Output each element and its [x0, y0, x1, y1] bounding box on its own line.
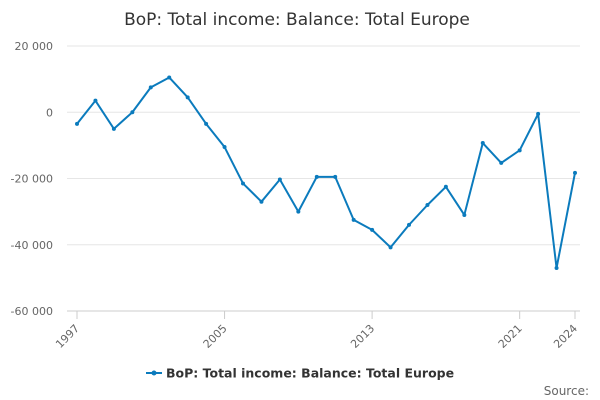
y-gridlines: [67, 45, 580, 312]
source-credit[interactable]: Source:: [544, 384, 589, 398]
x-tick-label: 2013: [348, 322, 377, 351]
data-point[interactable]: [75, 121, 79, 126]
series-line[interactable]: [76, 76, 576, 269]
data-point[interactable]: [351, 217, 356, 222]
data-point[interactable]: [425, 203, 430, 207]
data-point[interactable]: [93, 98, 98, 103]
x-axis: 1997 2005 2013 2021 2024: [53, 310, 580, 351]
data-point[interactable]: [148, 85, 153, 90]
data-point[interactable]: [517, 148, 522, 153]
x-tick-label: 1997: [53, 322, 82, 351]
data-point[interactable]: [314, 174, 319, 179]
series-group: [75, 75, 577, 270]
data-point[interactable]: [388, 245, 393, 250]
data-point[interactable]: [241, 181, 245, 186]
data-point[interactable]: [259, 199, 264, 204]
data-point[interactable]: [443, 184, 448, 189]
data-point[interactable]: [222, 145, 227, 150]
y-axis: 20 000 0 -20 000 -40 000 -60 000: [11, 40, 53, 318]
data-point[interactable]: [111, 126, 116, 131]
x-tick-label: 2005: [201, 322, 230, 351]
data-point[interactable]: [296, 209, 301, 214]
y-tick-label: -20 000: [11, 173, 53, 186]
x-tick-label: 2024: [551, 322, 580, 351]
y-tick-label: 0: [46, 106, 53, 119]
data-point[interactable]: [554, 265, 559, 270]
data-point[interactable]: [462, 212, 467, 217]
legend[interactable]: BoP: Total income: Balance: Total Europe: [146, 366, 454, 381]
data-point[interactable]: [277, 177, 282, 182]
data-point[interactable]: [370, 227, 375, 232]
chart-title: BoP: Total income: Balance: Total Europe: [124, 10, 470, 30]
legend-label[interactable]: BoP: Total income: Balance: Total Europe: [166, 366, 454, 381]
data-point[interactable]: [573, 170, 577, 175]
data-point[interactable]: [130, 110, 135, 115]
data-point[interactable]: [333, 174, 338, 179]
data-point[interactable]: [536, 111, 541, 116]
y-tick-label: 20 000: [15, 40, 54, 53]
data-point[interactable]: [167, 75, 172, 80]
legend-marker[interactable]: [151, 370, 157, 376]
y-tick-label: -40 000: [11, 239, 53, 252]
data-point[interactable]: [185, 95, 190, 100]
data-point[interactable]: [499, 160, 504, 165]
y-tick-label: -60 000: [11, 305, 53, 318]
data-point[interactable]: [204, 121, 209, 126]
data-point[interactable]: [407, 222, 411, 227]
x-tick-label: 2021: [496, 322, 525, 351]
data-point[interactable]: [480, 141, 485, 146]
